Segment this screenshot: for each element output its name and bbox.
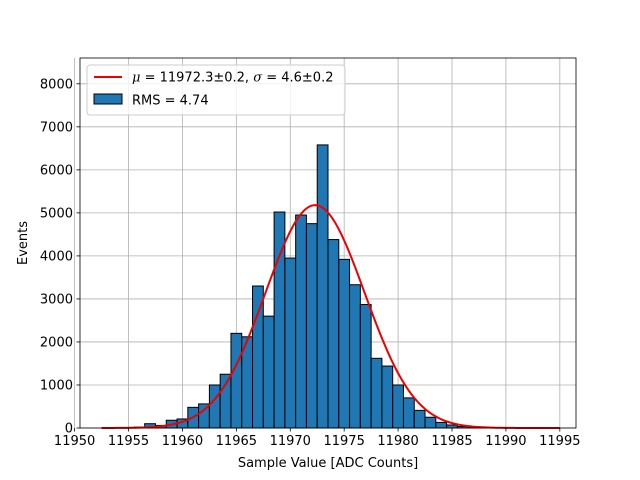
- y-tick-label: 1000: [40, 378, 73, 393]
- histogram-bar: [219, 373, 232, 429]
- x-tick-label: 11970: [270, 434, 311, 449]
- legend-sigma-text: = 4.6±0.2: [262, 71, 333, 86]
- histogram-bar: [295, 214, 307, 429]
- histogram-bar: [446, 424, 458, 429]
- x-tick-label: 11990: [485, 434, 526, 449]
- y-tick-label: 8000: [40, 77, 73, 92]
- histogram-bar: [349, 284, 361, 429]
- y-tick-label: 6000: [40, 163, 73, 178]
- y-tick-label: 2000: [40, 335, 73, 350]
- histogram-bar: [252, 285, 264, 429]
- histogram-bar: [402, 397, 415, 429]
- legend-fit-label: μ = 11972.3±0.2, σ = 4.6±0.2: [132, 71, 333, 86]
- legend: μ = 11972.3±0.2, σ = 4.6±0.2 RMS = 4.74: [86, 64, 346, 116]
- histogram-bar: [327, 239, 340, 429]
- y-tick-label: 4000: [40, 249, 73, 264]
- legend-frame: [86, 64, 346, 116]
- y-axis-label: Events: [16, 221, 31, 265]
- histogram-bar: [230, 332, 243, 429]
- x-tick-label: 11960: [162, 434, 203, 449]
- legend-mu-text: = 11972.3±0.2,: [140, 71, 253, 86]
- x-tick-label: 11985: [431, 434, 472, 449]
- histogram-bar: [338, 258, 351, 429]
- legend-histogram-swatch: [93, 93, 123, 105]
- legend-mu-symbol: μ: [132, 71, 140, 86]
- histogram-bar: [359, 304, 372, 429]
- histogram-bar: [208, 384, 221, 429]
- x-axis-ticks: 11950 11955 11960 11965 11970 11975 11980 11985…: [54, 428, 581, 449]
- x-tick-label: 11955: [108, 434, 149, 449]
- histogram-bar: [370, 357, 383, 429]
- plot-area-frame: [79, 57, 577, 429]
- x-tick-label: 11975: [323, 434, 364, 449]
- histogram-bar: [316, 144, 329, 429]
- y-tick-label: 5000: [40, 206, 73, 221]
- y-tick-label: 3000: [40, 292, 73, 307]
- histogram-bar: [435, 421, 448, 429]
- x-tick-label: 11980: [377, 434, 418, 449]
- histogram-bar: [262, 315, 275, 429]
- y-axis-ticks: 0 1000 2000 3000 4000 5000 6000 7000 8000: [40, 77, 80, 437]
- histogram-bar: [381, 365, 394, 429]
- x-tick-label: 11995: [539, 434, 580, 449]
- x-tick-label: 11950: [54, 434, 95, 449]
- histogram-bar: [424, 416, 437, 429]
- y-tick-label: 7000: [40, 120, 73, 135]
- gaussian-fit-line: [101, 204, 560, 429]
- x-tick-label: 11965: [216, 434, 257, 449]
- legend-sigma-symbol: σ: [253, 71, 263, 86]
- y-tick-label: 0: [65, 422, 73, 437]
- x-axis-label: Sample Value [ADC Counts]: [238, 456, 418, 471]
- histogram-bar: [413, 409, 426, 429]
- histogram-bars: [122, 144, 512, 429]
- legend-histogram-label: RMS = 4.74: [132, 94, 209, 109]
- histogram-bar: [284, 257, 297, 429]
- histogram-bar: [305, 223, 318, 429]
- histogram-bar: [392, 384, 404, 429]
